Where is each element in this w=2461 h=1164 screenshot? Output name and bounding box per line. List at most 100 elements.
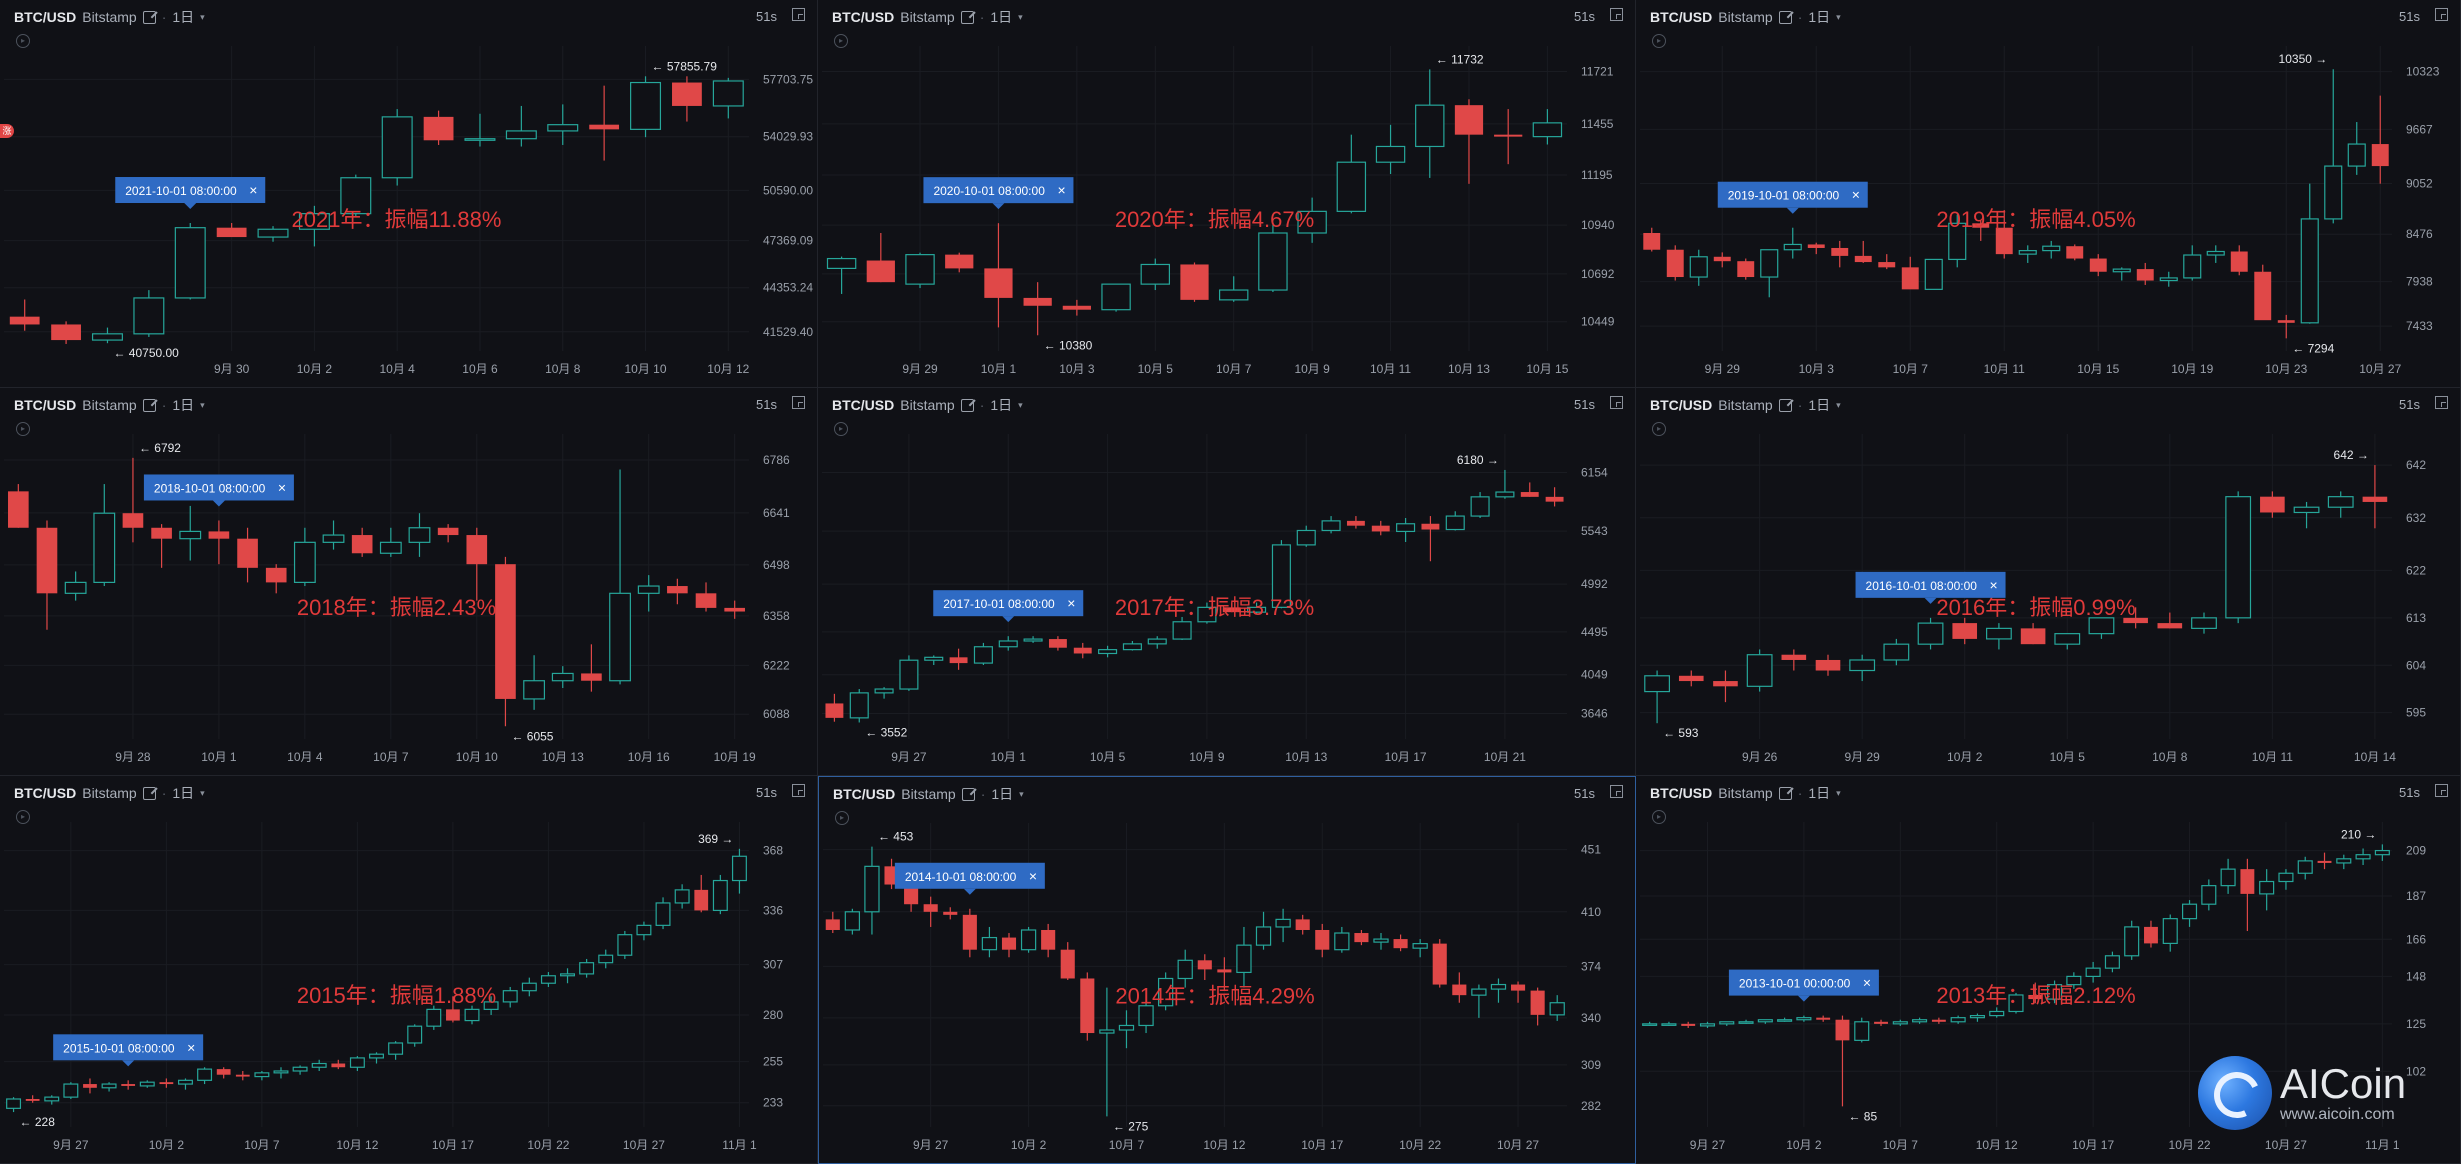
candlestick-chart[interactable]: 451 410 374 340 309 282 9月 27 10月 2 10月 7 10月 12 1… [819, 777, 1635, 1163]
chart-panel-2019[interactable]: BTC/USD Bitstamp · 1日 ▾ 51s ▸ 10323 9667 9052 8476… [1636, 0, 2461, 388]
candlestick-chart[interactable]: 11721 11455 11195 10940 10692 10449 9月 29 10月 1… [818, 0, 1635, 387]
date-tooltip[interactable]: 2016-10-01 08:00:00 × [1855, 571, 2006, 604]
replay-icon[interactable]: ▸ [834, 422, 848, 436]
candlestick-chart[interactable]: 368 336 307 280 255 233 9月 27 10月 2 10月 7 10月 12 1… [0, 776, 817, 1163]
countdown-label: 51s [2399, 397, 2420, 412]
chart-panel-2013[interactable]: BTC/USD Bitstamp · 1日 ▾ 51s ▸ 209 187 166 148 125 10… [1636, 776, 2461, 1164]
chevron-down-icon[interactable]: ▾ [1836, 787, 1841, 798]
expand-icon[interactable] [2435, 396, 2448, 409]
chart-panel-2016[interactable]: BTC/USD Bitstamp · 1日 ▾ 51s ▸ 642 632 622 613 604 59… [1636, 388, 2461, 776]
symbol-label[interactable]: BTC/USD [14, 9, 77, 25]
close-icon[interactable]: × [1057, 182, 1065, 198]
date-tooltip[interactable]: 2021-10-01 08:00:00 × [115, 177, 266, 210]
edit-icon[interactable] [1778, 786, 1792, 800]
symbol-label[interactable]: BTC/USD [1650, 397, 1713, 413]
chevron-down-icon[interactable]: ▾ [1018, 11, 1023, 22]
expand-icon[interactable] [792, 8, 805, 21]
timeframe-select[interactable]: 1日 [990, 9, 1013, 25]
timeframe-select[interactable]: 1日 [990, 397, 1013, 413]
replay-icon[interactable]: ▸ [834, 34, 848, 48]
chart-panel-2015[interactable]: BTC/USD Bitstamp · 1日 ▾ 51s ▸ 368 336 307 280 255 23… [0, 776, 818, 1164]
candlestick-chart[interactable]: 57703.75 54029.93 50590.00 47369.09 44353.24… [0, 0, 817, 387]
date-tooltip[interactable]: 2014-10-01 08:00:00 × [894, 862, 1045, 895]
close-icon[interactable]: × [1852, 187, 1860, 203]
symbol-label[interactable]: BTC/USD [14, 397, 77, 413]
replay-icon[interactable]: ▸ [16, 810, 30, 824]
chevron-down-icon[interactable]: ▾ [1836, 11, 1841, 22]
replay-icon[interactable]: ▸ [16, 422, 30, 436]
close-icon[interactable]: × [1990, 577, 1998, 593]
candle [547, 104, 579, 145]
replay-icon[interactable]: ▸ [1652, 34, 1666, 48]
edit-icon[interactable] [960, 10, 974, 24]
chart-panel-2017[interactable]: BTC/USD Bitstamp · 1日 ▾ 51s ▸ 6154 5543 4992 4495 4… [818, 388, 1636, 776]
expand-icon[interactable] [1610, 8, 1623, 21]
edit-icon[interactable] [142, 10, 156, 24]
timeframe-select[interactable]: 1日 [172, 785, 195, 801]
edit-icon[interactable] [960, 398, 974, 412]
chevron-down-icon[interactable]: ▾ [200, 399, 205, 410]
expand-icon[interactable] [792, 784, 805, 797]
close-icon[interactable]: × [1029, 868, 1037, 884]
expand-icon[interactable] [2435, 784, 2448, 797]
chevron-down-icon[interactable]: ▾ [1018, 399, 1023, 410]
timeframe-select[interactable]: 1日 [1808, 785, 1831, 801]
candlestick-chart[interactable]: 6154 5543 4992 4495 4049 3646 9月 27 10月 1 10月 5 1… [818, 388, 1635, 775]
expand-icon[interactable] [792, 396, 805, 409]
date-tooltip[interactable]: 2019-10-01 08:00:00 × [1717, 181, 1868, 214]
symbol-label[interactable]: BTC/USD [1650, 9, 1713, 25]
symbol-label[interactable]: BTC/USD [833, 786, 896, 802]
replay-icon[interactable]: ▸ [1652, 810, 1666, 824]
chart-panel-2014[interactable]: BTC/USD Bitstamp · 1日 ▾ 51s ▸ 451 410 374 340 309 28… [818, 776, 1636, 1164]
chevron-down-icon[interactable]: ▾ [1019, 788, 1024, 799]
chevron-down-icon[interactable]: ▾ [200, 11, 205, 22]
expand-icon[interactable] [1610, 785, 1623, 798]
date-tooltip[interactable]: 2015-10-01 08:00:00 × [53, 1034, 204, 1067]
candlestick-chart[interactable]: 209 187 166 148 125 102 9月 27 10月 2 10月 7 10月 12 1… [1636, 776, 2460, 1163]
chevron-down-icon[interactable]: ▾ [200, 787, 205, 798]
symbol-label[interactable]: BTC/USD [1650, 785, 1713, 801]
edit-icon[interactable] [1778, 10, 1792, 24]
close-icon[interactable]: × [249, 182, 257, 198]
close-icon[interactable]: × [278, 479, 286, 495]
candle [381, 109, 413, 186]
replay-icon[interactable]: ▸ [835, 811, 849, 825]
date-tooltip[interactable]: 2017-10-01 08:00:00 × [933, 590, 1084, 623]
expand-icon[interactable] [2435, 8, 2448, 21]
replay-icon[interactable]: ▸ [1652, 422, 1666, 436]
chevron-down-icon[interactable]: ▾ [1836, 399, 1841, 410]
replay-icon[interactable]: ▸ [16, 34, 30, 48]
edit-icon[interactable] [961, 787, 975, 801]
chart-panel-2021[interactable]: BTC/USD Bitstamp · 1日 ▾ 51s ▸ 57703.75 54029.93 5… [0, 0, 818, 388]
symbol-label[interactable]: BTC/USD [832, 9, 895, 25]
close-icon[interactable]: × [1067, 595, 1075, 611]
edit-icon[interactable] [1778, 398, 1792, 412]
expand-icon[interactable] [1610, 396, 1623, 409]
chart-panel-2018[interactable]: BTC/USD Bitstamp · 1日 ▾ 51s ▸ 6786 6641 6498 6358 6… [0, 388, 818, 776]
candle [1883, 638, 1910, 666]
timeframe-select[interactable]: 1日 [991, 786, 1014, 802]
x-tick-label: 11月 1 [2365, 1138, 2400, 1152]
timeframe-select[interactable]: 1日 [1808, 397, 1831, 413]
countdown-label: 51s [2399, 9, 2420, 24]
candle [695, 582, 717, 612]
edit-icon[interactable] [142, 398, 156, 412]
timeframe-select[interactable]: 1日 [172, 9, 195, 25]
candlestick-chart[interactable]: 10323 9667 9052 8476 7938 7433 9月 29 10月 3 10月 7… [1636, 0, 2460, 387]
x-tick-label: 10月 12 [336, 1138, 378, 1152]
close-icon[interactable]: × [1863, 975, 1871, 991]
edit-icon[interactable] [142, 786, 156, 800]
chart-panel-2020[interactable]: BTC/USD Bitstamp · 1日 ▾ 51s ▸ 11721 11455 11195 10… [818, 0, 1636, 388]
date-tooltip[interactable]: 2018-10-01 08:00:00 × [143, 474, 294, 507]
side-badge[interactable]: 涨 [0, 124, 14, 138]
candlestick-chart[interactable]: 6786 6641 6498 6358 6222 6088 9月 28 10月 1 10月 4 1… [0, 388, 817, 775]
timeframe-select[interactable]: 1日 [1808, 9, 1831, 25]
candlestick-chart[interactable]: 642 632 622 613 604 595 9月 26 9月 29 10月 2 10月 5 10… [1636, 388, 2460, 775]
date-tooltip[interactable]: 2013-10-01 00:00:00 × [1728, 969, 1879, 1002]
symbol-label[interactable]: BTC/USD [14, 785, 77, 801]
timeframe-select[interactable]: 1日 [172, 397, 195, 413]
candle [407, 1024, 423, 1047]
close-icon[interactable]: × [187, 1039, 195, 1055]
date-tooltip[interactable]: 2020-10-01 08:00:00 × [923, 177, 1074, 210]
symbol-label[interactable]: BTC/USD [832, 397, 895, 413]
